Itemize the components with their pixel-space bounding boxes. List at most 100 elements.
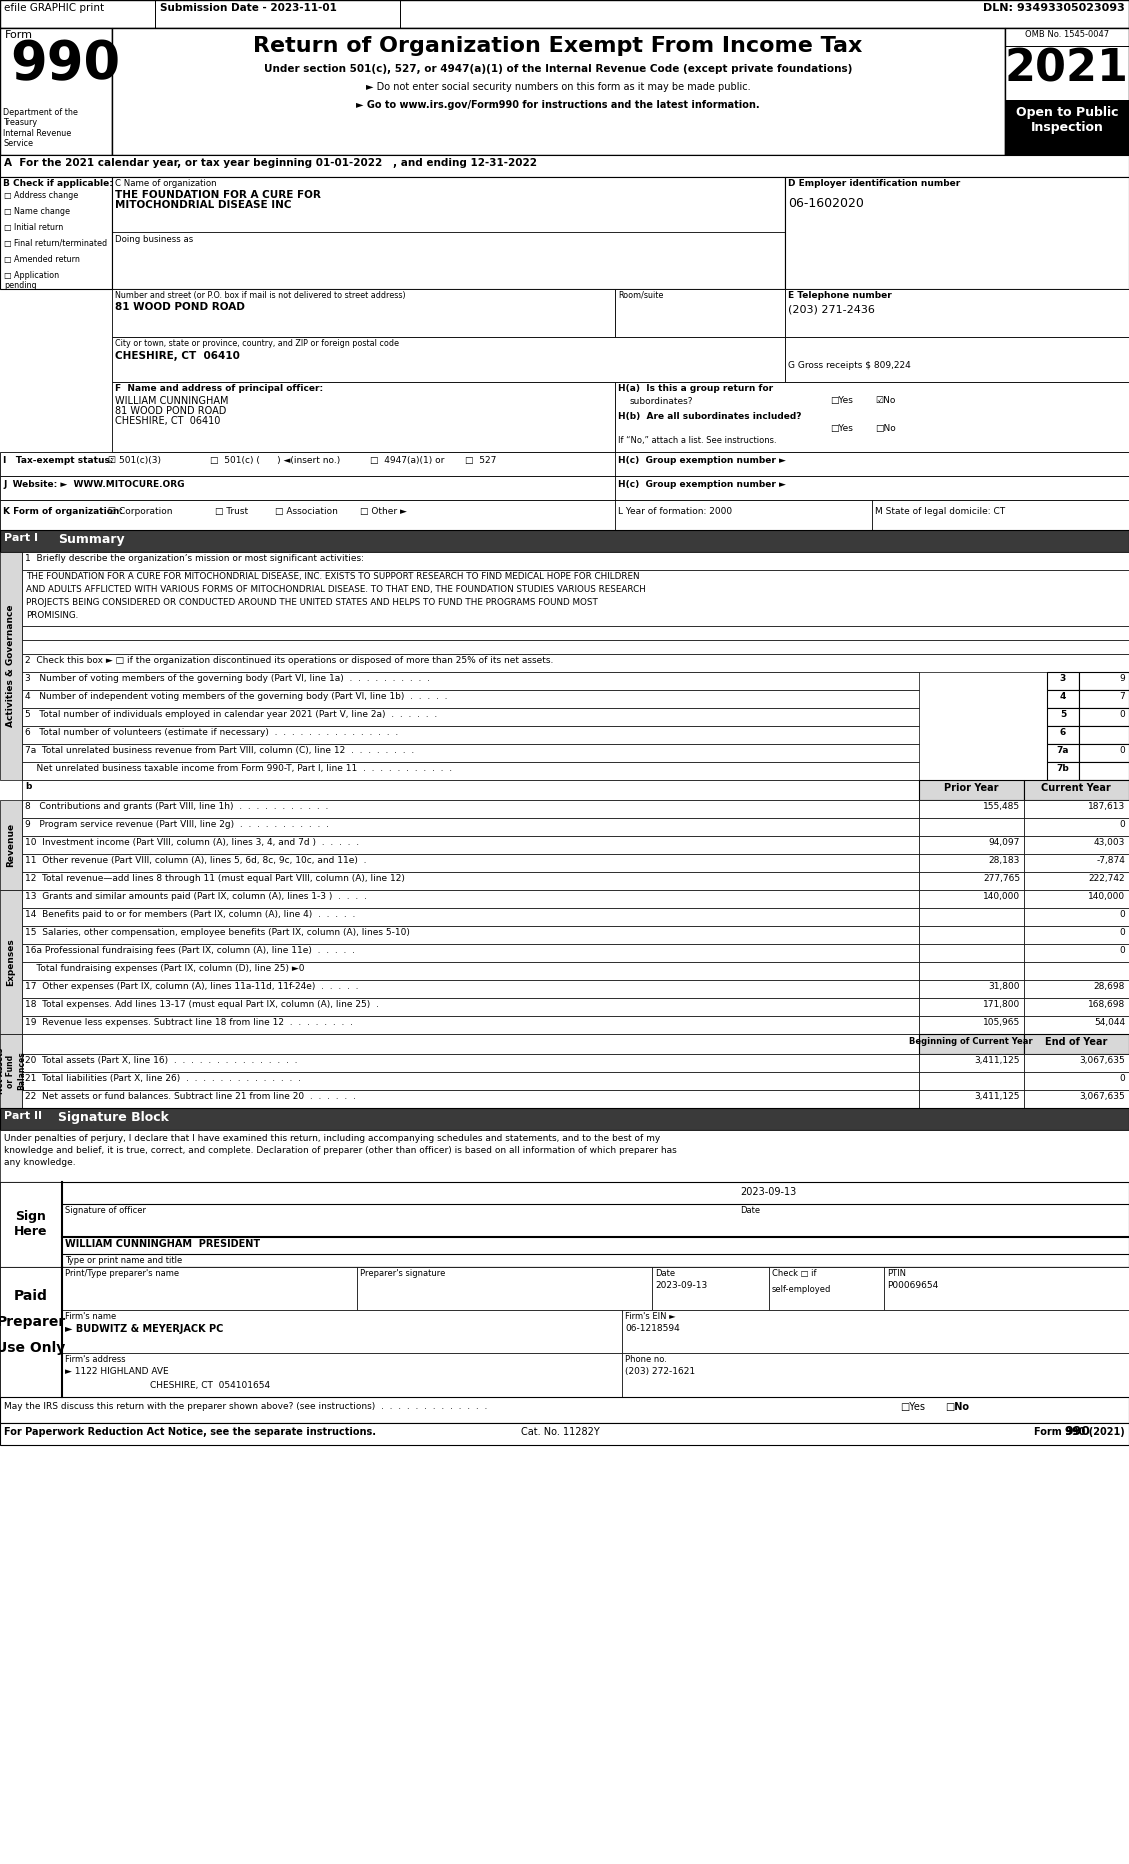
Bar [112, 28, 1005, 155]
Text: Under penalties of perjury, I declare that I have examined this return, includin: Under penalties of perjury, I declare th… [5, 1133, 660, 1143]
Text: 0: 0 [1119, 910, 1124, 919]
Text: Under section 501(c), 527, or 4947(a)(1) of the Internal Revenue Code (except pr: Under section 501(c), 527, or 4947(a)(1)… [264, 63, 852, 75]
Text: E Telephone number: E Telephone number [788, 291, 892, 300]
Bar [21, 872, 919, 889]
Text: 9: 9 [1119, 675, 1124, 682]
Text: Signature Block: Signature Block [58, 1111, 169, 1124]
Text: Date: Date [739, 1206, 760, 1215]
Bar [919, 926, 1024, 943]
Text: □  4947(a)(1) or: □ 4947(a)(1) or [370, 457, 445, 464]
Text: 94,097: 94,097 [989, 839, 1019, 846]
Text: any knowledge.: any knowledge. [5, 1158, 76, 1167]
Bar [785, 289, 1129, 337]
Bar [919, 908, 1024, 926]
Text: G Gross receipts $ 809,224: G Gross receipts $ 809,224 [788, 362, 911, 369]
Text: ► Go to www.irs.gov/Form990 for instructions and the latest information.: ► Go to www.irs.gov/Form990 for instruct… [356, 101, 760, 110]
Text: 13  Grants and similar amounts paid (Part IX, column (A), lines 1-3 )  .  .  .  : 13 Grants and similar amounts paid (Part… [25, 893, 367, 900]
Bar [1047, 690, 1079, 708]
Bar [21, 1072, 919, 1090]
Text: THE FOUNDATION FOR A CURE FOR: THE FOUNDATION FOR A CURE FOR [115, 190, 321, 199]
Text: 21  Total liabilities (Part X, line 26)  .  .  .  .  .  .  .  .  .  .  .  .  .  : 21 Total liabilities (Part X, line 26) .… [25, 1074, 301, 1083]
Text: Check □ if: Check □ if [772, 1269, 816, 1279]
Text: 155,485: 155,485 [983, 802, 1019, 811]
Bar [0, 1396, 1129, 1422]
Bar [112, 289, 615, 337]
Bar [1024, 1053, 1129, 1072]
Bar [21, 854, 919, 872]
Text: 06-1218594: 06-1218594 [625, 1323, 680, 1333]
Text: □No: □No [945, 1402, 969, 1413]
Bar [1079, 762, 1129, 779]
Bar [21, 926, 919, 943]
Text: 5: 5 [1060, 710, 1066, 720]
Bar [785, 337, 1129, 382]
Text: 3   Number of voting members of the governing body (Part VI, line 1a)  .  .  .  : 3 Number of voting members of the govern… [25, 675, 430, 682]
Text: 81 WOOD POND ROAD: 81 WOOD POND ROAD [115, 406, 227, 416]
Text: 10  Investment income (Part VIII, column (A), lines 3, 4, and 7d )  .  .  .  .  : 10 Investment income (Part VIII, column … [25, 839, 359, 846]
Text: 31,800: 31,800 [989, 982, 1019, 992]
Text: 8   Contributions and grants (Part VIII, line 1h)  .  .  .  .  .  .  .  .  .  . : 8 Contributions and grants (Part VIII, l… [25, 802, 329, 811]
Text: City or town, state or province, country, and ZIP or foreign postal code: City or town, state or province, country… [115, 339, 399, 349]
Text: Use Only: Use Only [0, 1340, 65, 1355]
Text: (203) 271-2436: (203) 271-2436 [788, 306, 875, 315]
Bar [62, 1353, 622, 1396]
Text: Room/suite: Room/suite [618, 291, 664, 300]
Text: 19  Revenue less expenses. Subtract line 18 from line 12  .  .  .  .  .  .  .  .: 19 Revenue less expenses. Subtract line … [25, 1018, 353, 1027]
Bar [0, 1422, 1129, 1445]
Text: THE FOUNDATION FOR A CURE FOR MITOCHONDRIAL DISEASE, INC. EXISTS TO SUPPORT RESE: THE FOUNDATION FOR A CURE FOR MITOCHONDR… [26, 572, 639, 582]
Bar [21, 835, 919, 854]
Bar [1079, 673, 1129, 690]
Bar [21, 779, 919, 800]
Bar [785, 177, 1129, 289]
Text: 22  Net assets or fund balances. Subtract line 21 from line 20  .  .  .  .  .  .: 22 Net assets or fund balances. Subtract… [25, 1092, 356, 1102]
Bar [21, 552, 1129, 570]
Text: PROMISING.: PROMISING. [26, 611, 78, 621]
Text: If “No,” attach a list. See instructions.: If “No,” attach a list. See instructions… [618, 436, 777, 445]
Bar [622, 1310, 1129, 1353]
Bar [62, 1268, 357, 1310]
Bar [21, 570, 1129, 626]
Bar [21, 744, 919, 762]
Text: Print/Type preparer's name: Print/Type preparer's name [65, 1269, 180, 1279]
Text: Net unrelated business taxable income from Form 990-T, Part I, line 11  .  .  . : Net unrelated business taxable income fr… [25, 764, 452, 774]
Text: B Check if applicable:: B Check if applicable: [3, 179, 113, 188]
Text: Current Year: Current Year [1041, 783, 1111, 792]
Text: 2023-09-13: 2023-09-13 [655, 1281, 707, 1290]
Text: □Yes: □Yes [830, 423, 852, 432]
Text: 187,613: 187,613 [1087, 802, 1124, 811]
Text: 3,067,635: 3,067,635 [1079, 1092, 1124, 1102]
Bar [1024, 818, 1129, 835]
Text: □ Trust: □ Trust [215, 507, 248, 516]
Bar [1047, 725, 1079, 744]
Bar [1079, 690, 1129, 708]
Text: 81 WOOD POND ROAD: 81 WOOD POND ROAD [115, 302, 245, 311]
Bar [1024, 872, 1129, 889]
Bar [0, 1130, 1129, 1182]
Bar [21, 673, 919, 690]
Text: 14  Benefits paid to or for members (Part IX, column (A), line 4)  .  .  .  .  .: 14 Benefits paid to or for members (Part… [25, 910, 356, 919]
Text: 990: 990 [1064, 1424, 1089, 1437]
Bar [1024, 1016, 1129, 1035]
Text: □Yes: □Yes [830, 395, 852, 404]
Bar [919, 779, 1024, 800]
Bar [1024, 779, 1129, 800]
Bar [0, 451, 1129, 475]
Text: M State of legal domicile: CT: M State of legal domicile: CT [875, 507, 1005, 516]
Bar [0, 0, 1129, 28]
Bar [1024, 997, 1129, 1016]
Bar [21, 725, 919, 744]
Text: 3,067,635: 3,067,635 [1079, 1057, 1124, 1064]
Text: PTIN: PTIN [887, 1269, 905, 1279]
Bar [1024, 926, 1129, 943]
Bar [21, 626, 1129, 639]
Text: Expenses: Expenses [7, 938, 16, 986]
Text: 2023-09-13: 2023-09-13 [739, 1187, 796, 1197]
Bar [1024, 962, 1129, 980]
Text: 11  Other revenue (Part VIII, column (A), lines 5, 6d, 8c, 9c, 10c, and 11e)  .: 11 Other revenue (Part VIII, column (A),… [25, 856, 367, 865]
Text: Signature of officer: Signature of officer [65, 1206, 146, 1215]
Text: CHESHIRE, CT  06410: CHESHIRE, CT 06410 [115, 350, 239, 362]
Text: H(c)  Group exemption number ►: H(c) Group exemption number ► [618, 457, 786, 464]
Bar [1024, 1090, 1129, 1107]
Text: 6   Total number of volunteers (estimate if necessary)  .  .  .  .  .  .  .  .  : 6 Total number of volunteers (estimate i… [25, 729, 399, 736]
Text: 43,003: 43,003 [1094, 839, 1124, 846]
